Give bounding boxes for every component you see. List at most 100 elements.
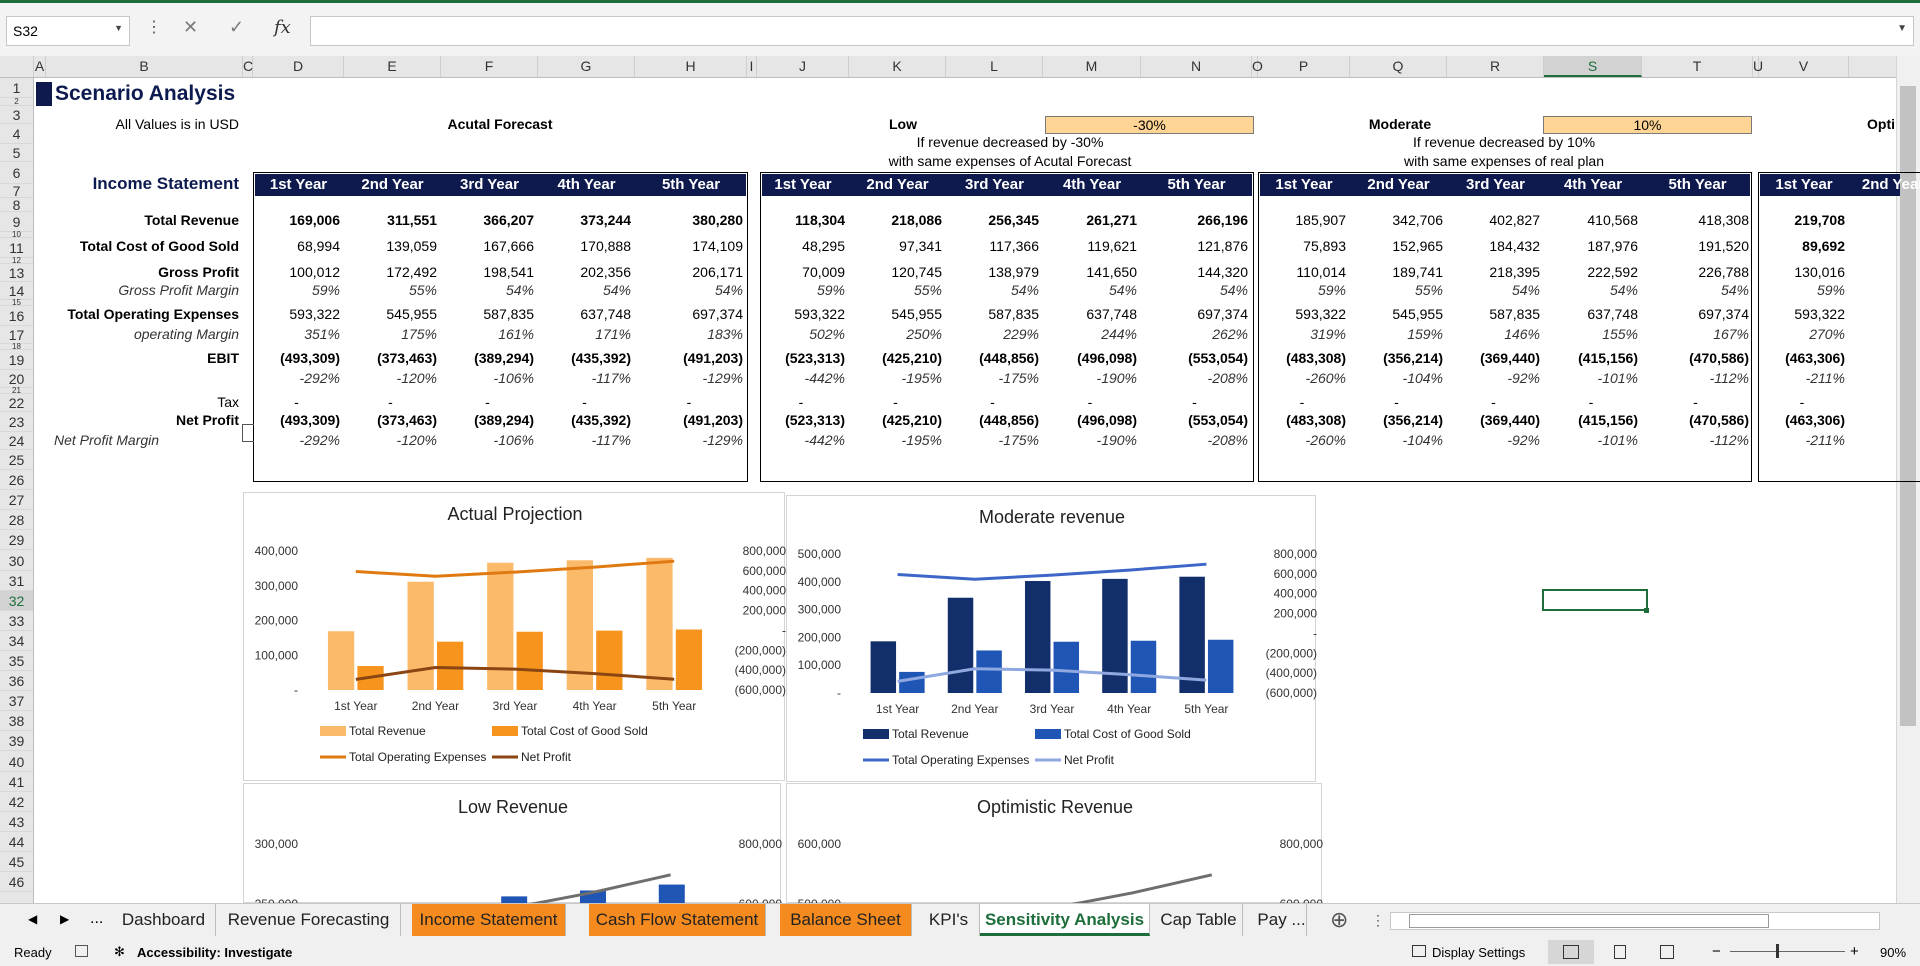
row-header[interactable]: 40	[0, 752, 33, 772]
value-cell[interactable]: 637,748	[580, 306, 631, 322]
value-cell[interactable]: -112%	[1709, 370, 1749, 386]
value-cell[interactable]: -	[686, 394, 692, 410]
value-cell[interactable]: (435,392)	[571, 412, 631, 428]
value-cell[interactable]: 59%	[1317, 282, 1346, 298]
row-header[interactable]: 32	[0, 590, 33, 611]
chart-low-revenue[interactable]: Low Revenue300,000250,000200,000800,0006…	[243, 783, 782, 966]
value-cell[interactable]: -	[1693, 394, 1698, 410]
value-cell[interactable]: 167,666	[483, 238, 534, 254]
value-cell[interactable]: -175%	[998, 370, 1039, 386]
value-cell[interactable]: -	[1087, 394, 1093, 410]
value-cell[interactable]: 198,541	[483, 264, 534, 280]
value-cell[interactable]: (389,294)	[474, 412, 534, 428]
value-cell[interactable]: -208%	[1207, 432, 1248, 448]
row-header[interactable]: 29	[0, 530, 33, 551]
value-cell[interactable]: 70,009	[802, 264, 845, 280]
zoom-slider[interactable]	[1730, 951, 1845, 952]
value-cell[interactable]: (470,586)	[1689, 412, 1749, 428]
column-header[interactable]: C	[243, 56, 253, 77]
value-cell[interactable]: 697,374	[1197, 306, 1248, 322]
value-cell[interactable]: 2	[1848, 264, 1920, 280]
row-header[interactable]: 10	[0, 231, 33, 239]
row-header[interactable]: 17	[0, 326, 33, 344]
value-cell[interactable]: -190%	[1096, 370, 1137, 386]
column-header[interactable]: S	[1544, 56, 1642, 77]
column-header[interactable]: P	[1258, 56, 1350, 77]
value-cell[interactable]: 342,706	[1392, 212, 1443, 228]
column-header[interactable]: O	[1252, 56, 1263, 77]
chart-actual-projection[interactable]: Actual Projection 400,000 300,000 200,000 10…	[243, 492, 786, 781]
value-cell[interactable]: -260%	[1305, 432, 1346, 448]
bar-total-cost-of-good-sold[interactable]	[1053, 641, 1080, 693]
value-cell[interactable]: 54%	[505, 282, 534, 298]
row-header[interactable]: 24	[0, 432, 33, 450]
value-cell[interactable]: -208%	[1207, 370, 1248, 386]
value-cell[interactable]: -	[1588, 394, 1594, 410]
value-cell[interactable]: -	[294, 394, 299, 410]
column-header[interactable]: E	[344, 56, 441, 77]
value-cell[interactable]: 222,592	[1587, 264, 1638, 280]
bar-total-cost-of-good-sold[interactable]	[1130, 640, 1157, 693]
bar-total-cost-of-good-sold[interactable]	[1207, 639, 1234, 693]
value-cell[interactable]: -260%	[1305, 370, 1346, 386]
value-cell[interactable]: 159%	[1407, 326, 1443, 342]
value-cell[interactable]: 130,016	[1794, 264, 1845, 280]
value-cell[interactable]: (463,306)	[1785, 412, 1845, 428]
value-cell[interactable]: (373,463)	[377, 412, 437, 428]
display-settings[interactable]: Display Settings	[1432, 945, 1526, 960]
row-header[interactable]: 45	[0, 852, 33, 873]
value-cell[interactable]: -	[1491, 394, 1496, 410]
value-cell[interactable]: 697,374	[1698, 306, 1749, 322]
value-cell[interactable]: -	[1799, 394, 1805, 410]
value-cell[interactable]: 54%	[714, 282, 743, 298]
value-cell[interactable]: -	[485, 394, 490, 410]
value-cell[interactable]: 410,568	[1587, 212, 1638, 228]
tab-pay[interactable]: Pay ...	[1257, 904, 1307, 936]
value-cell[interactable]: 170,888	[580, 238, 631, 254]
line-total-operating-expenses[interactable]	[897, 873, 1213, 922]
value-cell[interactable]: 59%	[816, 282, 845, 298]
value-cell[interactable]: (553,054)	[1188, 412, 1248, 428]
bar-total-cost-of-good-sold[interactable]	[675, 629, 703, 690]
value-cell[interactable]: -292%	[299, 370, 340, 386]
row-header[interactable]: 26	[0, 470, 33, 491]
value-cell[interactable]: (491,203)	[683, 412, 743, 428]
value-cell[interactable]: 380,280	[692, 212, 743, 228]
value-cell[interactable]: (435,392)	[571, 350, 631, 366]
value-cell[interactable]: 593,322	[1295, 306, 1346, 322]
value-cell[interactable]: (425,210)	[882, 412, 942, 428]
value-cell[interactable]: (470,586)	[1689, 350, 1749, 366]
value-cell[interactable]: (491,203)	[683, 350, 743, 366]
bar-total-revenue[interactable]	[566, 560, 594, 690]
value-cell[interactable]: 54%	[602, 282, 631, 298]
value-cell[interactable]: 1	[1848, 238, 1920, 254]
value-cell[interactable]: 218,395	[1489, 264, 1540, 280]
value-cell[interactable]: 266,196	[1197, 212, 1248, 228]
value-cell[interactable]: 155%	[1602, 326, 1638, 342]
column-header[interactable]: B	[46, 56, 243, 77]
row-header[interactable]: 35	[0, 651, 33, 672]
value-cell[interactable]: 351%	[304, 326, 340, 342]
more-options-icon[interactable]: ⋮	[146, 19, 162, 36]
value-cell[interactable]: 319%	[1310, 326, 1346, 342]
value-cell[interactable]: 119,621	[1087, 238, 1137, 254]
value-cell[interactable]: 261,271	[1086, 212, 1137, 228]
value-cell[interactable]: 55%	[408, 282, 437, 298]
value-cell[interactable]: (369,440)	[1480, 412, 1540, 428]
row-header[interactable]: 3	[0, 106, 33, 124]
value-cell[interactable]: -	[990, 394, 995, 410]
bar-total-revenue[interactable]	[407, 581, 434, 690]
value-cell[interactable]: -	[893, 394, 898, 410]
accessibility-status[interactable]: Accessibility: Investigate	[137, 945, 293, 960]
row-header[interactable]: 30	[0, 551, 33, 571]
value-cell[interactable]: 587,835	[483, 306, 534, 322]
tab-cash-flow-statement[interactable]: Cash Flow Statement	[589, 904, 766, 936]
value-cell[interactable]: 175%	[401, 326, 437, 342]
value-cell[interactable]: 593,322	[794, 306, 845, 322]
column-header[interactable]: D	[253, 56, 344, 77]
value-cell[interactable]: (553,054)	[1188, 350, 1248, 366]
value-cell[interactable]: 59%	[1816, 282, 1845, 298]
bar-total-revenue[interactable]	[1179, 576, 1205, 693]
value-cell[interactable]: 218,086	[891, 212, 942, 228]
column-header[interactable]: L	[946, 56, 1043, 77]
